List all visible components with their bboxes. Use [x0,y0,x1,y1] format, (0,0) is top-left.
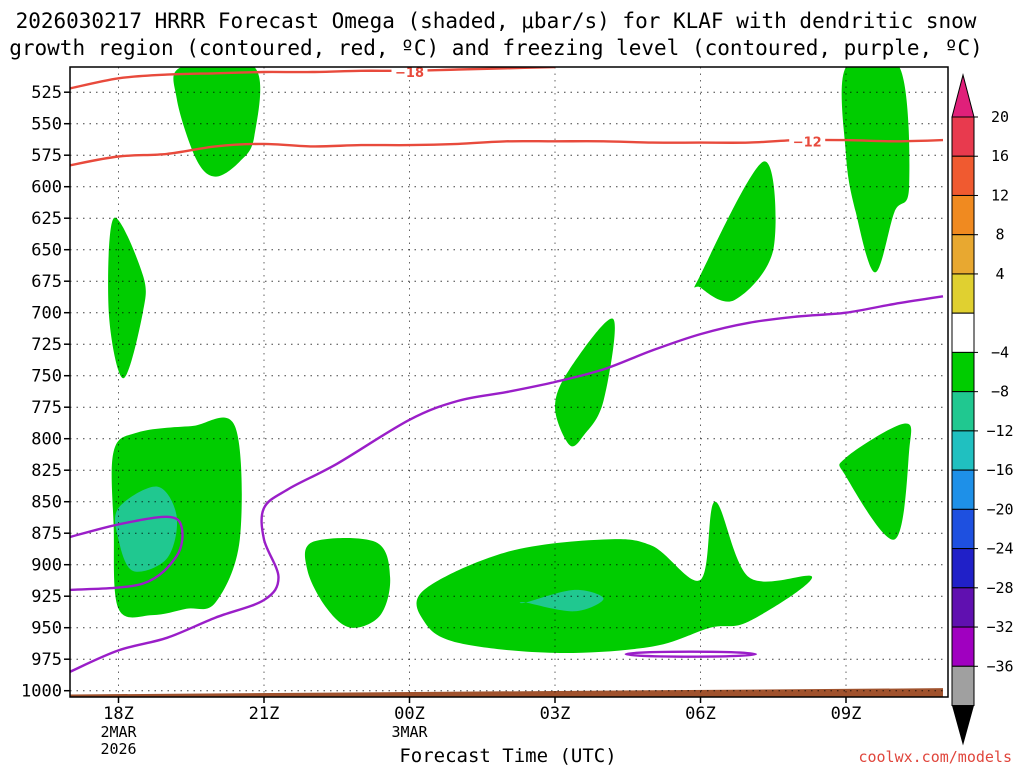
colorbar-bin-6 [951,351,975,393]
colorbar-label-4: 4 [995,265,1004,283]
ytick-label-675: 675 [31,272,62,292]
xtick-label-18Z: 18Z [103,704,134,724]
contour-label-bg-12 [789,133,826,149]
ground-surface [70,688,943,697]
contour-layer: −18 −12 [70,66,944,673]
ytick-label-575: 575 [31,146,62,166]
ytick-label-800: 800 [31,430,62,450]
ytick-label-625: 625 [31,209,62,229]
colorbar-bin-5 [951,312,975,353]
colorbar-bin-9 [951,469,975,510]
xtick-label-09Z: 09Z [831,704,862,724]
omega-shading-layer [70,67,943,697]
freezing-level-loop [70,515,184,592]
gridlines [70,67,948,697]
colorbar-label-1: 16 [991,147,1009,165]
colorbar-label-13: −36 [986,657,1013,675]
ytick-label-700: 700 [31,304,62,324]
colorbar-bin-0 [951,116,975,157]
colorbar-label-9: −20 [986,500,1013,518]
ytick-label-650: 650 [31,241,62,261]
omega-region-6 [519,589,604,612]
ytick-label-850: 850 [31,493,62,513]
contour-dgz-0 [70,67,556,90]
ytick-label-525: 525 [31,83,62,103]
ytick-label-825: 825 [31,461,62,481]
omega-colorbar: 20 16 12 8 4 −4 −8 −12 −16 −20 −24 −28 −32 −36 [951,73,1014,746]
colorbar-bin-2 [951,194,975,236]
contour-label-12: −12 [793,135,822,150]
colorbar-label-10: −24 [986,540,1013,558]
xtick-label-03Z: 03Z [540,704,571,724]
ytick-label-900: 900 [31,556,62,576]
site-credit[interactable]: coolwx.com/models [858,748,1012,766]
xtick-label-00Z: 00Z [394,704,425,724]
colorbar-label-7: −12 [986,422,1013,440]
omega-region-3 [115,486,178,572]
ytick-label-1000: 1000 [21,682,62,702]
ytick-label-950: 950 [31,619,62,639]
freezing-level-small-loop [624,650,757,658]
ytick-label-975: 975 [31,650,62,670]
ytick-label-925: 925 [31,587,62,607]
omega-region-10 [839,423,912,540]
omega-region-0 [173,67,261,177]
colorbar-label-12: −32 [986,618,1013,636]
colorbar-label-6: −8 [991,383,1009,401]
colorbar-bottom-arrow [952,705,974,746]
omega-region-7 [555,318,615,447]
omega-region-4 [304,537,391,628]
chart-title-line-2: growth region (contoured, red, ºC) and f… [9,36,983,60]
colorbar-bin-3 [951,234,975,275]
colorbar-label-0: 20 [991,108,1009,126]
colorbar-label-8: −16 [986,461,1013,479]
colorbar-label-11: −28 [986,579,1013,597]
plot-frame [69,66,949,698]
colorbar-bin-7 [951,391,975,432]
chart-title-line-1: 2026030217 HRRR Forecast Omega (shaded, … [16,9,977,33]
contour-label-bg-18 [391,67,428,80]
colorbar-bin-11 [951,548,975,589]
xtick-label-06Z: 06Z [685,704,716,724]
ytick-label-600: 600 [31,178,62,198]
colorbar-bin-8 [951,430,975,471]
colorbar-bin-4 [951,273,975,314]
omega-region-5 [416,501,813,653]
colorbar-bin-12 [951,587,975,628]
contour-freezing-level [70,295,944,673]
pressure-axis: 525 550 575 600 625 650 675 700 725 750 775 800 825 8… [21,83,70,702]
x-axis-label: Forecast Time (UTC) [399,745,616,767]
colorbar-top-arrow [951,73,975,118]
colorbar-bin-14 [951,665,975,707]
colorbar-bin-13 [951,626,975,667]
colorbar-bin-10 [951,508,975,550]
xtick-label-21Z: 21Z [249,704,280,724]
omega-region-9 [841,67,910,273]
ytick-label-875: 875 [31,524,62,544]
contour-label-18: −18 [395,66,424,81]
colorbar-label-5: −4 [991,343,1009,361]
ytick-label-725: 725 [31,335,62,355]
xtick-year-18Z: 2026 [100,740,136,758]
colorbar-label-2: 12 [991,186,1009,204]
colorbar-bin-1 [951,155,975,196]
colorbar-label-3: 8 [995,226,1004,244]
ytick-label-550: 550 [31,115,62,135]
xtick-date-18Z: 2MAR [100,723,137,741]
omega-region-1 [108,217,146,379]
omega-region-8 [694,161,776,302]
ytick-label-775: 775 [31,398,62,418]
ytick-label-750: 750 [31,367,62,387]
xtick-date-00Z: 3MAR [391,723,428,741]
